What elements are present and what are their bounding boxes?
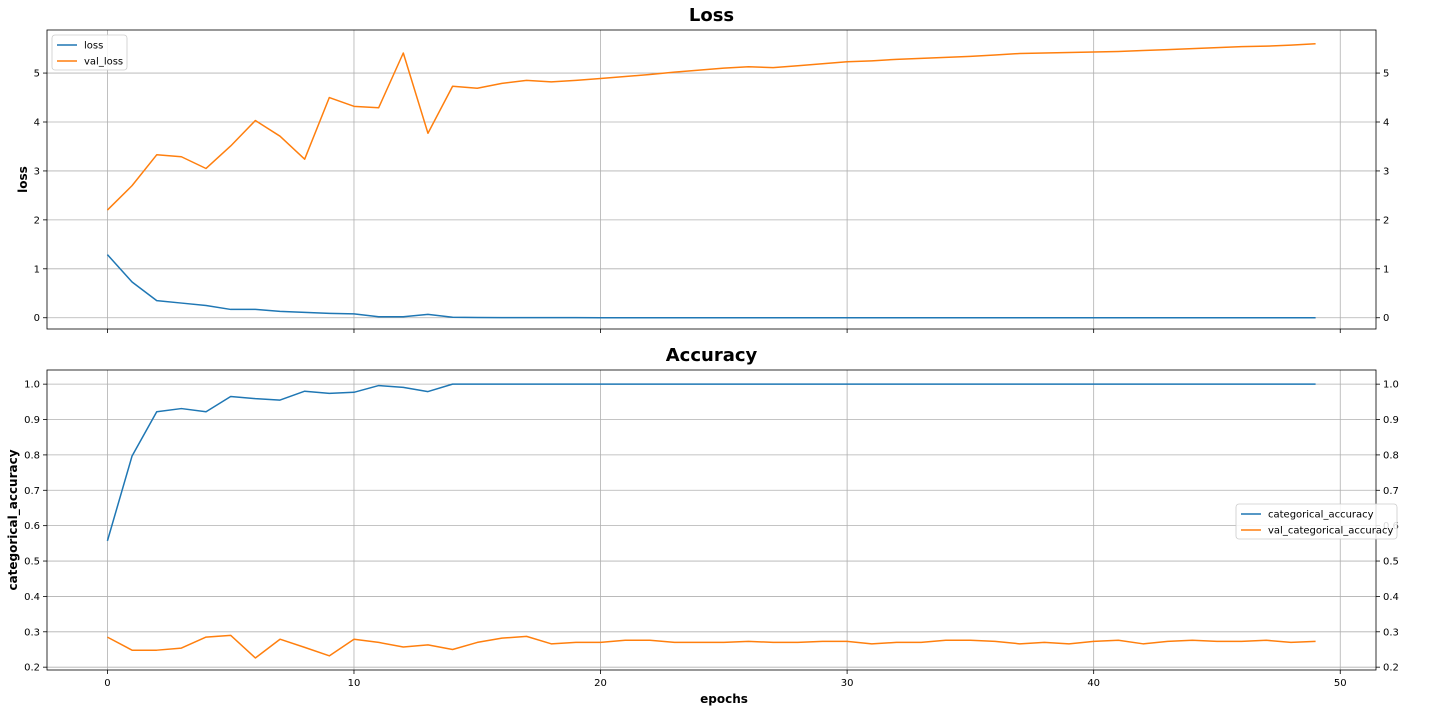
loss-chart: 0 0 1 1 2 2 3 3 4 4 5 5 Loss loss loss val_loss	[16, 5, 1389, 333]
y-tick-label-left: 0.5	[24, 557, 40, 568]
y-tick-label-left: 1	[34, 264, 40, 275]
y-tick-label-right: 0.4	[1383, 592, 1399, 603]
y-tick-label-right: 0.2	[1383, 663, 1399, 674]
x-axis-label: epochs	[700, 692, 748, 706]
y-tick-label-right: 0.3	[1383, 627, 1399, 638]
legend-label-loss: loss	[84, 41, 103, 52]
y-tick-label-left: 0.3	[24, 627, 40, 638]
y-tick-label-right: 2	[1383, 215, 1389, 226]
series-line-val-categorical-accuracy	[107, 634, 1316, 659]
series-line-loss	[106, 254, 1316, 319]
y-axis-label: loss	[16, 166, 30, 193]
legend-label-categorical-accuracy: categorical_accuracy	[1268, 510, 1374, 521]
x-tick-label: 50	[1334, 678, 1347, 689]
y-tick-label-left: 0.2	[24, 663, 40, 674]
y-tick-label-left: 0.8	[24, 450, 40, 461]
series-line-categorical-accuracy	[106, 383, 1316, 542]
x-tick-label: 20	[594, 678, 607, 689]
legend-label-val-categorical-accuracy: val_categorical_accuracy	[1268, 526, 1393, 537]
y-tick-label-left: 5	[34, 69, 40, 80]
y-tick-label-right: 0.5	[1383, 557, 1399, 568]
y-tick-label-right: 1	[1383, 264, 1389, 275]
plot-frame	[46, 29, 1377, 330]
x-tick-label: 0	[104, 678, 110, 689]
y-tick-label-right: 1.0	[1383, 380, 1399, 391]
y-tick-label-right: 0.7	[1383, 486, 1399, 497]
series-line-val-loss	[106, 42, 1316, 211]
x-tick-label: 40	[1087, 678, 1100, 689]
y-tick-label-right: 0	[1383, 313, 1389, 324]
legend-label-val-loss: val_loss	[84, 57, 123, 68]
y-tick-label-left: 0.7	[24, 486, 40, 497]
y-tick-label-left: 0	[34, 313, 40, 324]
y-tick-label-right: 5	[1383, 69, 1389, 80]
y-tick-label-left: 0.9	[24, 415, 40, 426]
y-tick-label-right: 0.8	[1383, 450, 1399, 461]
y-tick-label-left: 0.4	[24, 592, 40, 603]
y-tick-label-left: 3	[34, 166, 40, 177]
y-tick-label-left: 1.0	[24, 380, 40, 391]
y-tick-label-right: 0.9	[1383, 415, 1399, 426]
y-tick-label-right: 3	[1383, 166, 1389, 177]
x-tick-label: 30	[841, 678, 854, 689]
accuracy-chart: 0.20.20.30.30.40.40.50.50.60.60.70.70.80…	[6, 345, 1399, 689]
legend: loss val_loss	[51, 34, 128, 71]
y-tick-label-left: 2	[34, 215, 40, 226]
y-axis-label: categorical_accuracy	[6, 449, 21, 590]
y-tick-label-left: 0.6	[24, 521, 40, 532]
legend: categorical_accuracy val_categorical_accu…	[1235, 503, 1398, 540]
y-tick-label-left: 4	[34, 118, 40, 129]
x-tick-label: 10	[348, 678, 361, 689]
chart-title: Accuracy	[666, 345, 758, 366]
y-tick-label-right: 4	[1383, 118, 1389, 129]
chart-title: Loss	[689, 5, 734, 26]
legend-box	[1235, 503, 1398, 540]
